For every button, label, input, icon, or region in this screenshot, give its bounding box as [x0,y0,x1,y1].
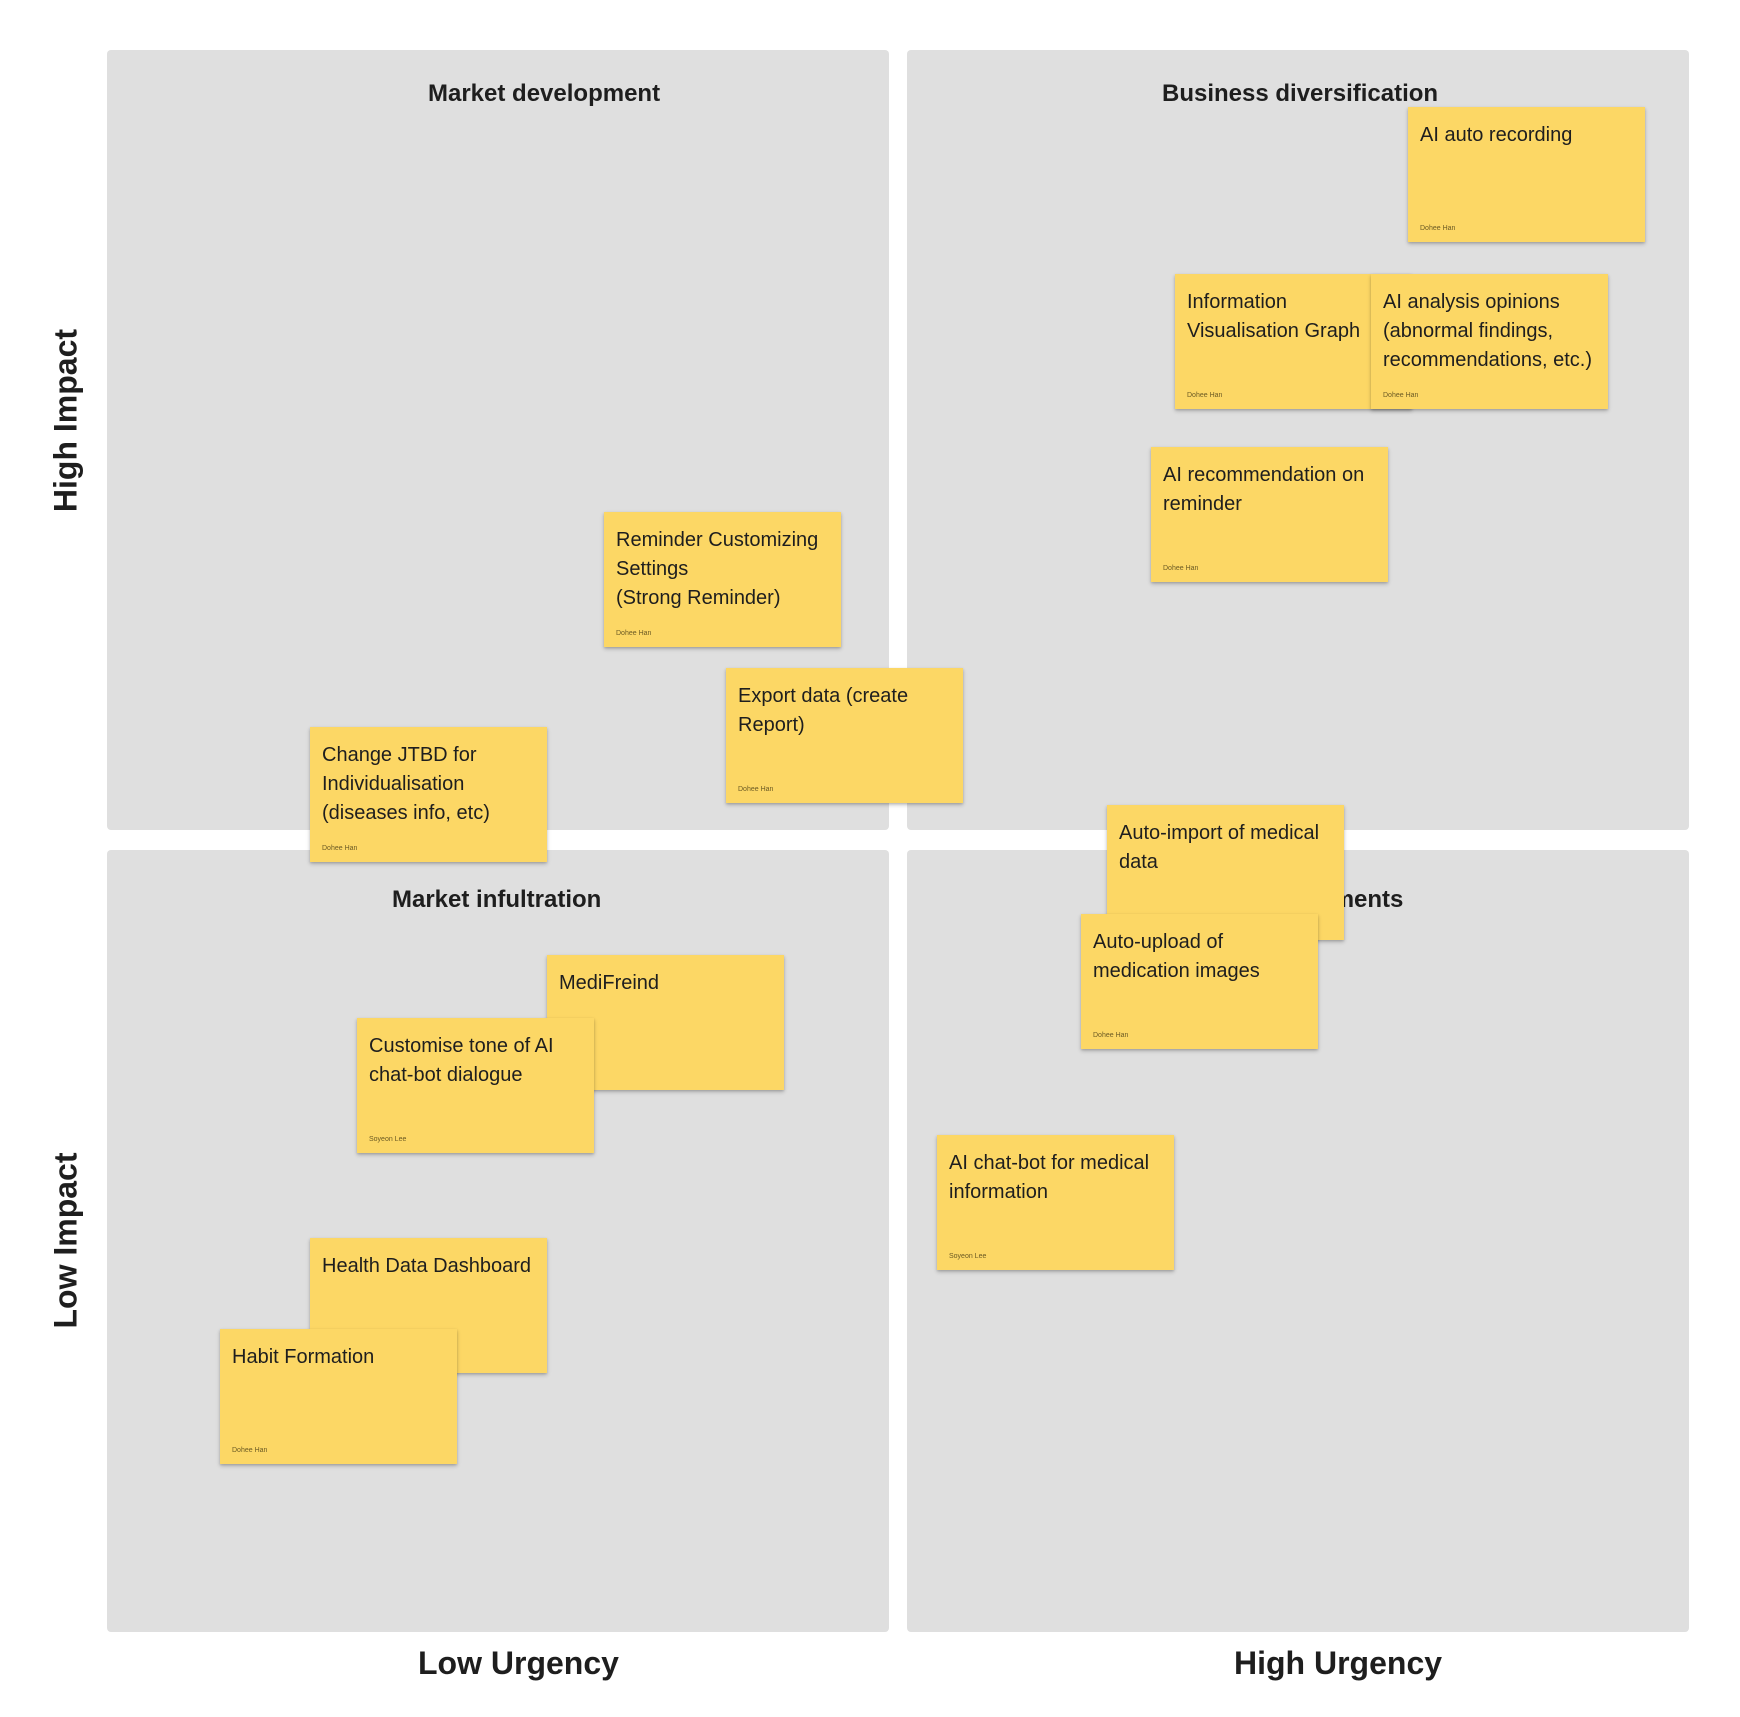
sticky-note-ai-chatbot-medical-info[interactable]: AI chat-bot for medical information Soye… [937,1135,1174,1270]
sticky-note-author: Soyeon Lee [369,1136,407,1143]
sticky-note-habit-formation[interactable]: Habit Formation Dohee Han [220,1329,457,1464]
quadrant-title-business-diversification: Business diversification [1162,80,1439,107]
sticky-note-text: MediFreind [559,972,660,994]
sticky-note-ai-auto-recording[interactable]: AI auto recording Dohee Han [1408,107,1645,242]
sticky-note-text: Customise tone of AI chat-bot dialogue [369,1035,554,1086]
sticky-note-author: Dohee Han [1420,225,1456,232]
sticky-note-text: Auto-upload of medication images [1093,931,1260,982]
axis-label-high-urgency: High Urgency [1234,1645,1443,1681]
sticky-note-author: Dohee Han [322,845,358,852]
sticky-note-ai-recommendation-reminder[interactable]: AI recommendation on reminder Dohee Han [1151,447,1388,582]
sticky-note-change-jtbd[interactable]: Change JTBD for Individualisation (disea… [310,727,547,862]
sticky-note-text: Auto-import of medical data [1119,822,1320,873]
sticky-note-author: Dohee Han [232,1447,268,1454]
quadrant-title-market-development: Market development [428,80,661,107]
axis-label-low-impact: Low Impact [47,1152,84,1329]
quadrant-title-market-infultration: Market infultration [392,886,602,913]
sticky-note-text: AI auto recording [1420,124,1573,146]
sticky-note-author: Dohee Han [616,630,652,637]
sticky-note-reminder-customizing-settings[interactable]: Reminder Customizing Settings (Strong Re… [604,512,841,647]
sticky-note-author: Soyeon Lee [949,1253,987,1260]
sticky-note-text: Habit Formation [232,1346,375,1368]
sticky-note-ai-analysis-opinions[interactable]: AI analysis opinions (abnormal findings,… [1371,274,1608,409]
sticky-note-export-data[interactable]: Export data (create Report) Dohee Han [726,668,963,803]
sticky-note-author: Dohee Han [738,786,774,793]
sticky-note-author: Dohee Han [1383,392,1419,399]
sticky-note-text: AI chat-bot for medical information [949,1152,1150,1203]
sticky-note-text: AI recommendation on reminder [1163,464,1365,515]
sticky-note-text: AI analysis opinions (abnormal findings,… [1383,291,1592,371]
sticky-note-text: Health Data Dashboard [322,1255,532,1277]
sticky-note-text: Reminder Customizing Settings (Strong Re… [616,529,819,609]
sticky-note-author: Dohee Han [1187,392,1223,399]
sticky-note-text: Export data (create Report) [738,685,909,736]
sticky-note-text: Change JTBD for Individualisation (disea… [322,744,490,824]
axis-label-low-urgency: Low Urgency [418,1645,619,1681]
sticky-note-auto-upload-medication-images[interactable]: Auto-upload of medication images Dohee H… [1081,914,1318,1049]
axis-label-high-impact: High Impact [47,328,84,513]
sticky-note-author: Dohee Han [1163,565,1199,572]
sticky-note-customise-tone-ai-chatbot[interactable]: Customise tone of AI chat-bot dialogue S… [357,1018,594,1153]
sticky-note-author: Dohee Han [1093,1032,1129,1039]
sticky-note-text: Information Visualisation Graph [1187,291,1361,342]
